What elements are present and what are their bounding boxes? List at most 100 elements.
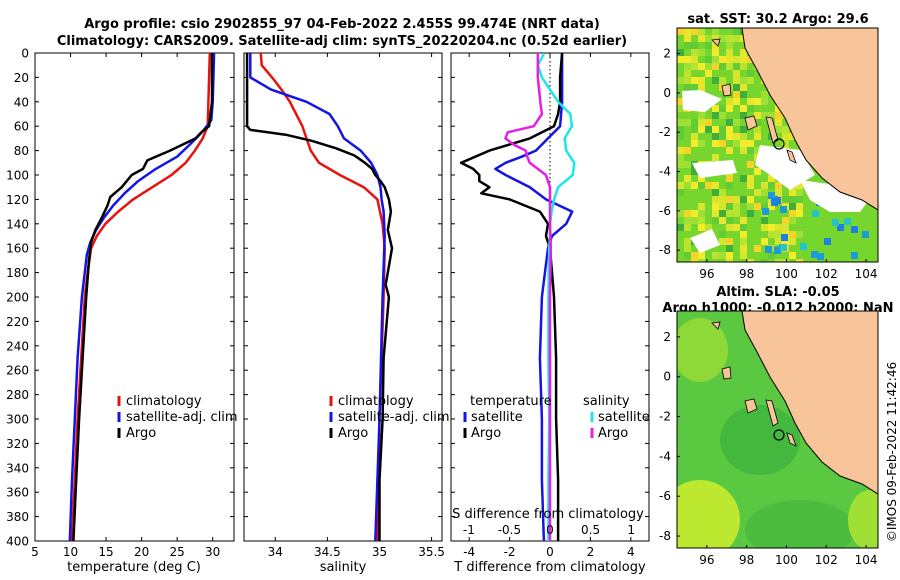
figure-title-line1: Argo profile: csio 2902855_97 04-Feb-202…: [84, 17, 600, 32]
sst-pixel: [719, 133, 726, 140]
sst-pixel: [747, 56, 754, 63]
sst-pixel: [726, 224, 733, 231]
sst-pixel: [747, 77, 754, 84]
sst-missing-region: [692, 160, 737, 178]
sst-pixel: [719, 196, 726, 203]
sst-pixel: [698, 224, 705, 231]
sst-pixel: [684, 77, 691, 84]
x2-tick-label: 1: [627, 523, 635, 537]
x-tick-label: 35.5: [418, 545, 445, 559]
legend-title-temperature: temperature: [470, 394, 552, 409]
sla-map: [677, 311, 878, 548]
sst-pixel: [712, 105, 719, 112]
map-lon-label: 96: [699, 267, 714, 281]
sst-pixel: [740, 147, 747, 154]
sst-pixel: [712, 35, 719, 42]
map-lon-label: 96: [699, 553, 714, 567]
sst-pixel: [712, 189, 719, 196]
sst-pixel: [726, 119, 733, 126]
sst-pixel: [726, 147, 733, 154]
sst-pixel: [789, 238, 796, 245]
sst-pixel: [754, 203, 761, 210]
tick-marks: [34, 52, 649, 542]
sst-pixel: [677, 56, 684, 63]
sst-pixel: [747, 259, 754, 262]
sst-pixel: [677, 161, 684, 168]
map-lat-label: -8: [659, 529, 671, 543]
sst-pixel: [796, 189, 803, 196]
sst-pixel: [719, 231, 726, 238]
profile-lines: [68, 53, 576, 541]
depth-tick-label: 200: [6, 291, 29, 305]
sst-pixel: [684, 56, 691, 63]
sst-pixel: [726, 196, 733, 203]
sst-pixel: [712, 126, 719, 133]
map-lat-label: -4: [659, 165, 671, 179]
map-lat-label: -8: [659, 243, 671, 257]
sst-pixel: [747, 175, 754, 182]
sst-map-title: sat. SST: 30.2 Argo: 29.6: [687, 12, 868, 27]
salinity-series-group: [245, 53, 394, 541]
sst-pixel: [698, 259, 705, 262]
sst-pixel: [698, 210, 705, 217]
sst-pixel: [691, 49, 698, 56]
sst-pixel: [684, 42, 691, 49]
depth-tick-label: 140: [6, 217, 29, 231]
depth-tick-label: 220: [6, 315, 29, 329]
sst-island: [721, 83, 732, 97]
sst-pixel: [754, 133, 761, 140]
sst-pixel: [705, 56, 712, 63]
sla-island: [744, 398, 758, 414]
sst-pixel: [677, 98, 684, 105]
sst-pixel: [719, 189, 726, 196]
sst-missing-region: [690, 229, 720, 253]
x-tick-label: 25: [170, 545, 185, 559]
sst-pixel: [733, 70, 740, 77]
series-line-satellite-adj-clim: [249, 53, 386, 541]
sst-pixel: [698, 182, 705, 189]
legend-label-s-satellite: satellite: [598, 410, 650, 425]
map-lon-label: 102: [815, 267, 838, 281]
sst-pixel: [684, 175, 691, 182]
sst-pixel: [754, 119, 761, 126]
imos-credit: ©IMOS 09-Feb-2022 11:42:46: [885, 362, 899, 542]
sst-pixel: [796, 196, 803, 203]
series-line-salinity-satellite: [536, 53, 576, 541]
sst-pixel: [780, 244, 787, 251]
sst-pixel: [691, 133, 698, 140]
sst-pixel: [691, 42, 698, 49]
sst-pixel: [747, 147, 754, 154]
sst-pixel: [733, 196, 740, 203]
legend-label-t-argo: Argo: [471, 426, 501, 441]
sst-pixel: [774, 247, 781, 254]
sst-pixel: [684, 161, 691, 168]
sst-pixel: [726, 126, 733, 133]
sst-pixel: [824, 238, 831, 245]
sst-pixel: [761, 91, 768, 98]
map-lon-label: 98: [739, 267, 754, 281]
sst-pixel: [754, 147, 761, 154]
legend-label-climatology: climatology: [126, 394, 202, 409]
sst-pixel: [712, 182, 719, 189]
sst-pixel: [691, 210, 698, 217]
sst-pixel: [740, 238, 747, 245]
sst-pixel: [712, 28, 719, 35]
depth-tick-label: 380: [6, 510, 29, 524]
map-lat-label: 2: [663, 330, 671, 344]
x-tick-label: 20: [134, 545, 149, 559]
sst-pixel: [726, 245, 733, 252]
sst-island: [711, 38, 721, 47]
depth-tick-label: 0: [21, 47, 29, 61]
sst-pixel: [698, 175, 705, 182]
sst-pixel: [726, 217, 733, 224]
sst-pixel: [712, 217, 719, 224]
sst-pixel: [761, 182, 768, 189]
sst-pixel: [691, 56, 698, 63]
sst-pixel: [684, 147, 691, 154]
legend-label-t-satellite: satellite: [471, 410, 523, 425]
sst-pixel: [733, 119, 740, 126]
sst-pixel: [733, 224, 740, 231]
sst-pixel: [733, 91, 740, 98]
sst-pixel: [740, 56, 747, 63]
sst-pixel: [761, 98, 768, 105]
